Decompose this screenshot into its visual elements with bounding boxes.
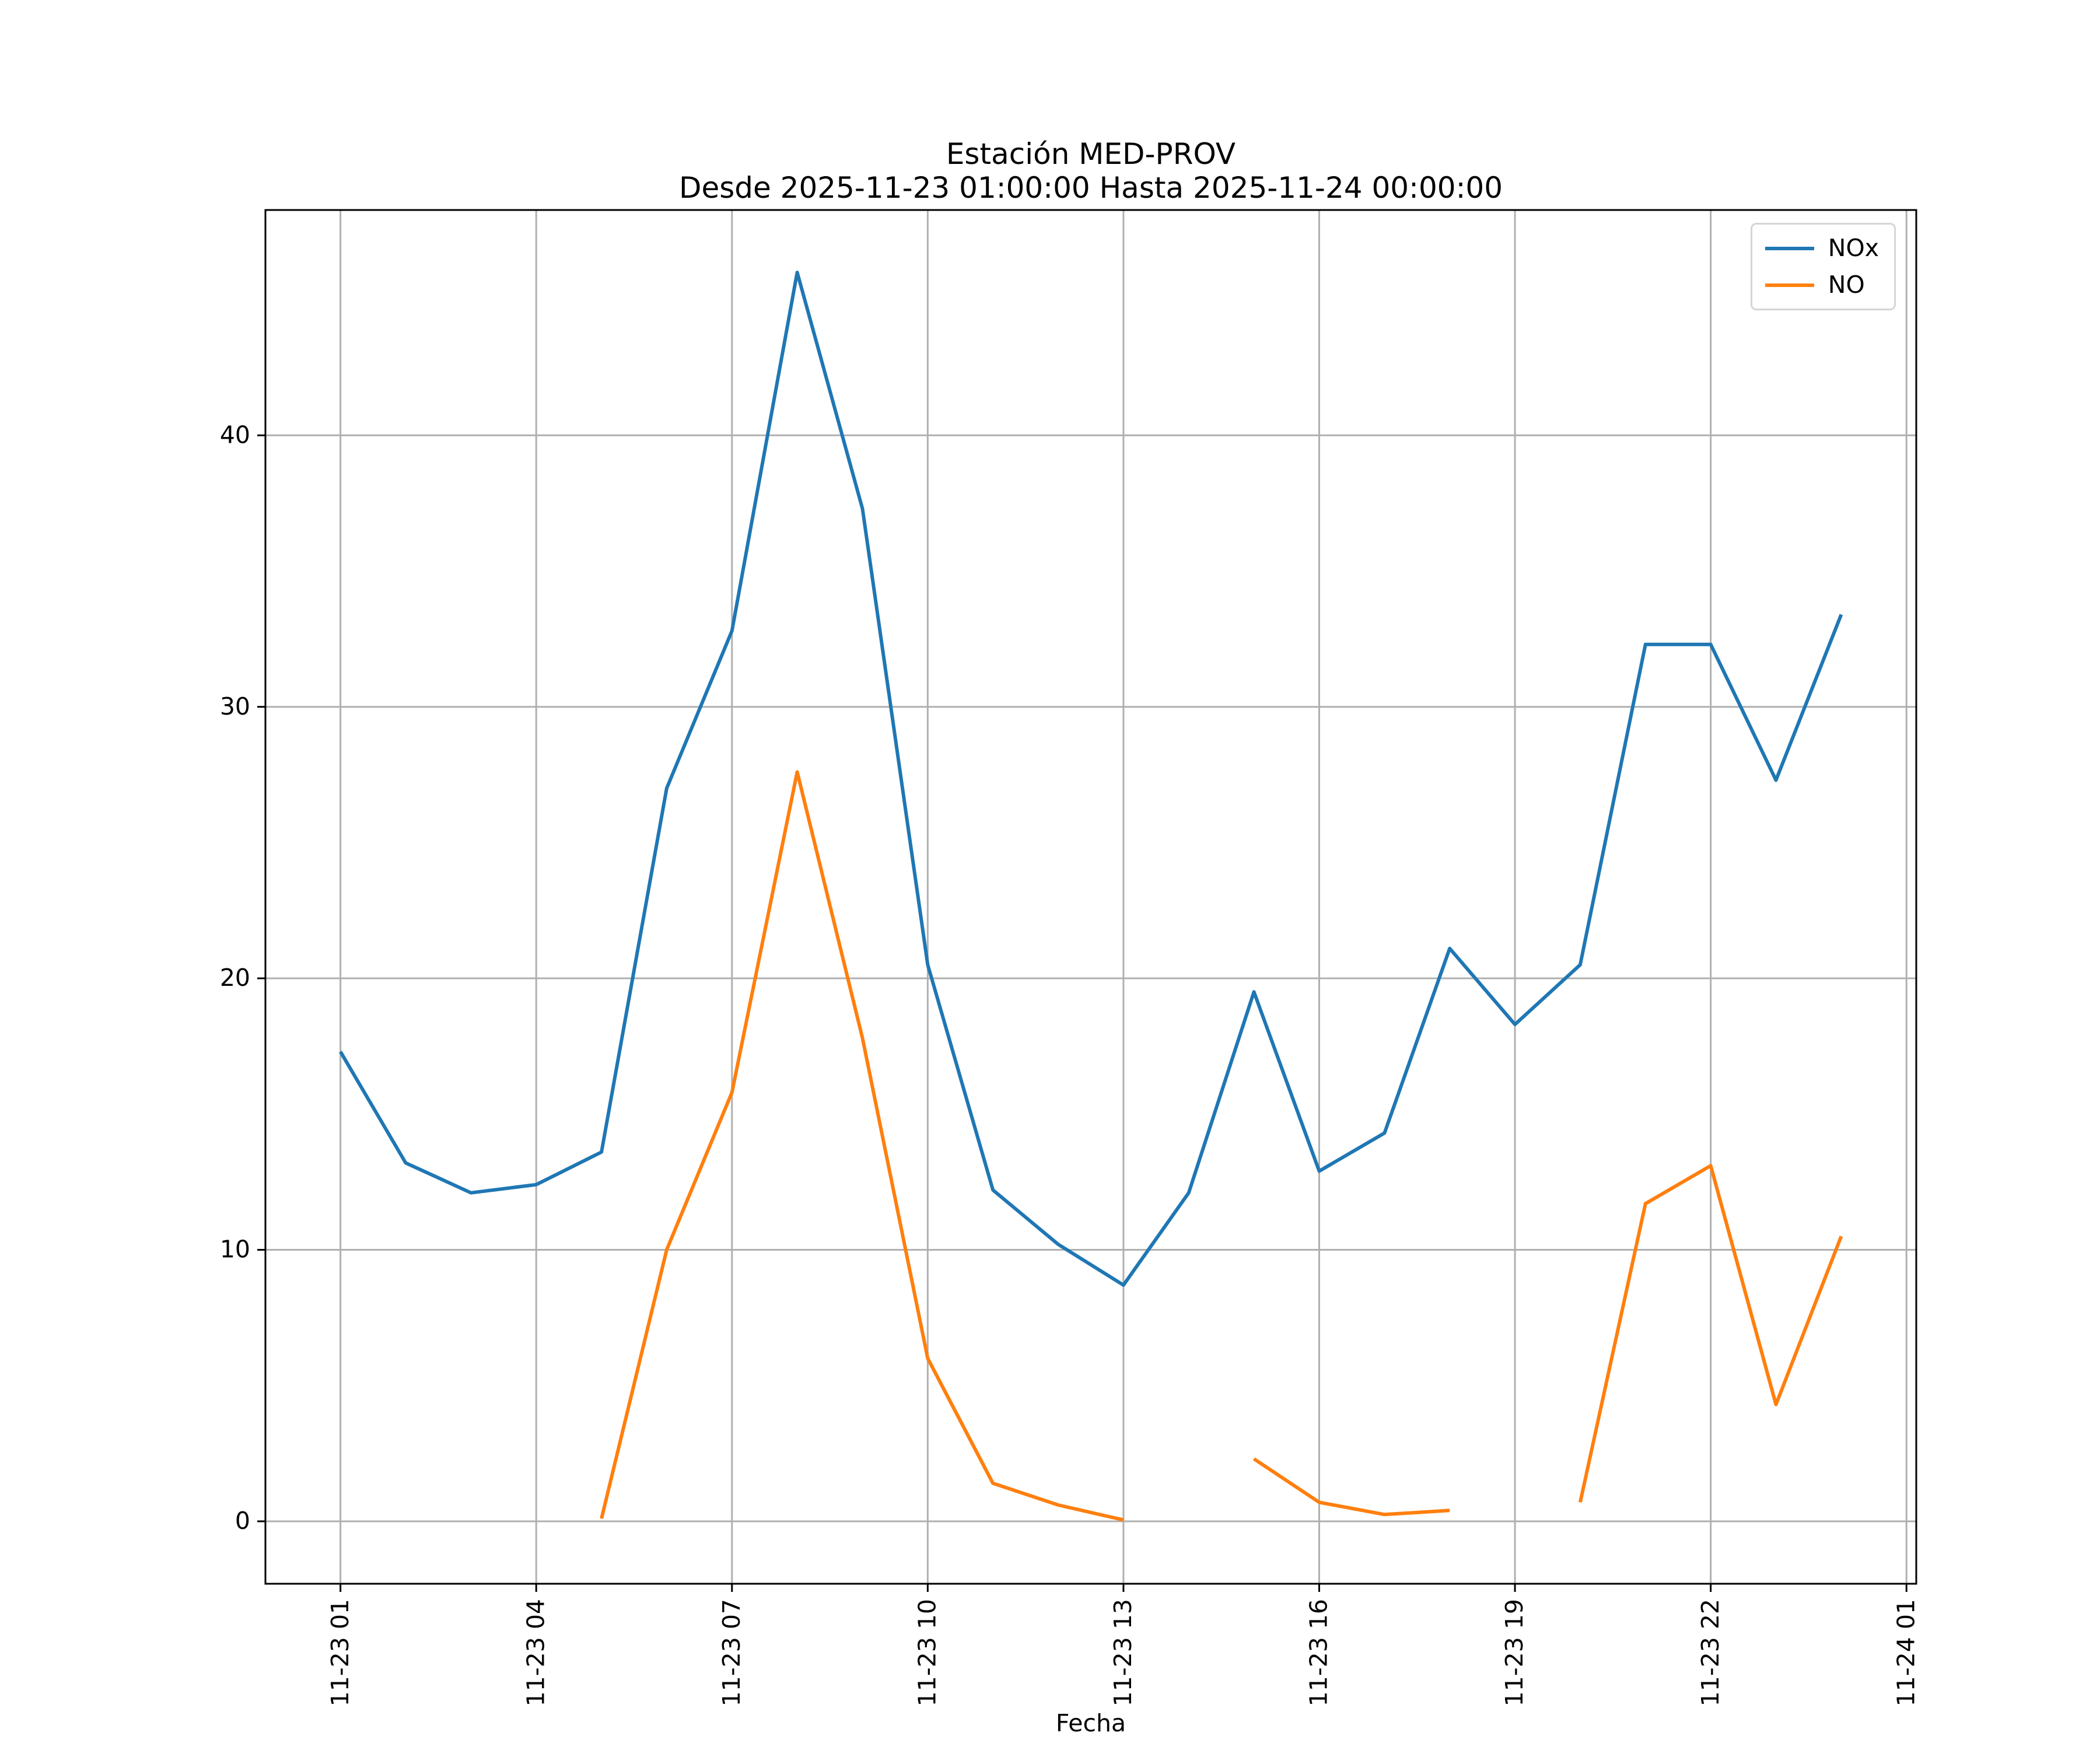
- y-tick-label: 0: [235, 1507, 250, 1535]
- x-tick-label: 11-23 07: [718, 1599, 746, 1706]
- chart-subtitle: Desde 2025-11-23 01:00:00 Hasta 2025-11-…: [678, 171, 1503, 205]
- x-tick-label: 11-23 01: [326, 1599, 354, 1706]
- series-line-no: [1252, 1457, 1450, 1517]
- y-tick-label: 40: [220, 421, 250, 449]
- legend-line-sample-nox: [1765, 246, 1814, 250]
- x-axis-label: Fecha: [1055, 1709, 1126, 1737]
- series-line-no: [1578, 1164, 1843, 1503]
- x-tick-label: 11-23 22: [1696, 1599, 1724, 1706]
- legend-label-no: NO: [1828, 271, 1865, 299]
- x-tick-label: 11-24 01: [1892, 1599, 1920, 1706]
- x-tick-label: 11-23 04: [522, 1599, 550, 1706]
- y-tick-label: 30: [220, 692, 250, 720]
- x-tick-label: 11-23 16: [1305, 1599, 1333, 1706]
- y-tick-label: 20: [220, 964, 250, 992]
- axes-frame: [264, 209, 1917, 1585]
- y-tick-label: 10: [220, 1236, 250, 1264]
- series-line-nox: [339, 271, 1843, 1287]
- x-tick-label: 11-23 10: [913, 1599, 941, 1706]
- legend-label-nox: NOx: [1828, 234, 1879, 262]
- x-tick-label: 11-23 19: [1500, 1599, 1528, 1706]
- legend: NOx NO: [1750, 223, 1896, 310]
- legend-line-sample-no: [1765, 283, 1814, 287]
- chart-title: Estación MED-PROV: [946, 137, 1236, 171]
- legend-entry-nox: NOx: [1765, 236, 1879, 260]
- legend-entry-no: NO: [1765, 273, 1879, 297]
- chart-title-block: Estación MED-PROV Desde 2025-11-23 01:00…: [265, 137, 1916, 205]
- series-line-no: [600, 770, 1124, 1522]
- x-tick-label: 11-23 13: [1109, 1599, 1137, 1706]
